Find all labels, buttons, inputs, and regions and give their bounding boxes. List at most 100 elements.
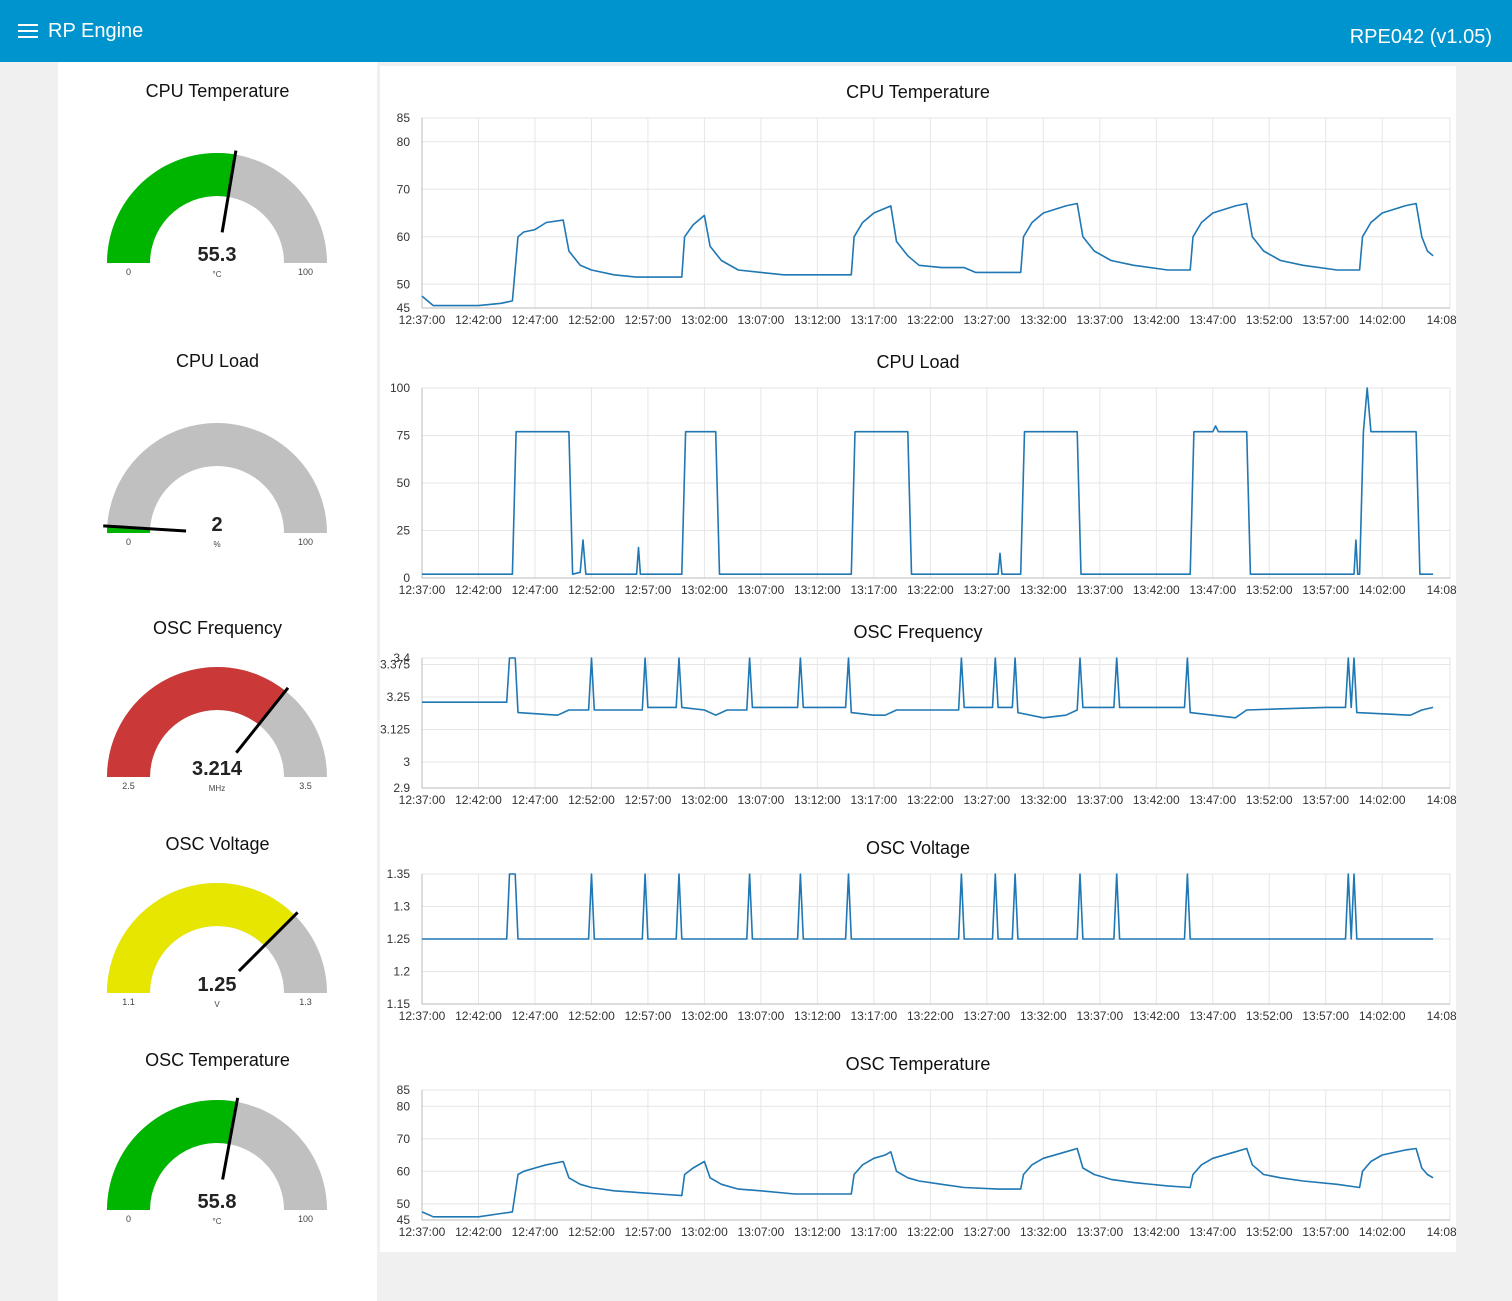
y-tick-label: 50 xyxy=(397,277,411,291)
x-tick-label: 12:37:00 xyxy=(399,793,446,807)
x-tick-label: 14:08:00 xyxy=(1427,793,1456,807)
x-tick-label: 12:52:00 xyxy=(568,583,615,597)
y-tick-label: 60 xyxy=(397,230,411,244)
x-tick-label: 13:42:00 xyxy=(1133,1009,1180,1023)
x-tick-label: 13:02:00 xyxy=(681,583,728,597)
gauge-needle xyxy=(237,911,299,973)
x-tick-label: 13:32:00 xyxy=(1020,583,1067,597)
x-tick-label: 13:27:00 xyxy=(963,583,1010,597)
x-tick-label: 12:47:00 xyxy=(512,1009,559,1023)
x-tick-label: 12:42:00 xyxy=(455,313,502,327)
x-tick-label: 12:42:00 xyxy=(455,1009,502,1023)
x-tick-label: 13:57:00 xyxy=(1302,583,1349,597)
y-tick-label: 25 xyxy=(397,524,411,538)
y-tick-label: 45 xyxy=(397,1213,411,1227)
chart-title-cpu-temperature: CPU Temperature xyxy=(846,82,990,102)
gauge-fill xyxy=(107,153,236,263)
gauge-value: 55.8 xyxy=(198,1191,237,1213)
gauge-title-cpu-temperature: CPU Temperature xyxy=(145,81,290,101)
x-tick-label: 12:57:00 xyxy=(625,793,672,807)
gauge-min-label: 0 xyxy=(126,1214,131,1224)
y-tick-label: 50 xyxy=(397,476,411,490)
gauge-needle xyxy=(103,524,187,533)
x-tick-label: 13:37:00 xyxy=(1076,793,1123,807)
x-tick-label: 13:02:00 xyxy=(681,1225,728,1239)
x-tick-label: 13:32:00 xyxy=(1020,1009,1067,1023)
x-tick-label: 13:22:00 xyxy=(907,313,954,327)
gauge-unit: °C xyxy=(213,270,222,279)
gauge-fill xyxy=(107,1100,237,1210)
x-tick-label: 12:57:00 xyxy=(625,1009,672,1023)
gauge-needle xyxy=(220,150,238,233)
y-tick-label: 1.25 xyxy=(387,932,411,946)
chart-osc-temperature: 12:37:00 12:42:00 12:47:00 12:52:00 12:57:00… xyxy=(397,1083,1456,1239)
y-tick-label: 3.4 xyxy=(393,651,410,665)
x-tick-label: 13:12:00 xyxy=(794,1225,841,1239)
gauge-title-osc-voltage: OSC Voltage xyxy=(165,834,270,854)
y-tick-label: 85 xyxy=(397,1083,411,1097)
x-tick-label: 14:02:00 xyxy=(1359,793,1406,807)
gauge-unit: V xyxy=(214,1000,220,1009)
x-tick-label: 13:27:00 xyxy=(963,1009,1010,1023)
x-tick-label: 13:57:00 xyxy=(1302,1009,1349,1023)
x-tick-label: 13:07:00 xyxy=(738,583,785,597)
y-tick-label: 45 xyxy=(397,301,411,315)
chart-osc-frequency: 12:37:00 12:42:00 12:47:00 12:52:00 12:57:00… xyxy=(380,651,1456,807)
gauge-max-label: 100 xyxy=(298,1214,313,1224)
x-tick-label: 13:47:00 xyxy=(1189,583,1236,597)
gauge-max-label: 3.5 xyxy=(299,781,312,791)
x-tick-label: 14:02:00 xyxy=(1359,1225,1406,1239)
x-tick-label: 13:17:00 xyxy=(851,1225,898,1239)
x-tick-label: 13:07:00 xyxy=(738,1225,785,1239)
gauges-panel: CPU Temperature 55.3 °C 0 100 CPU Load 2% 0 1… xyxy=(58,62,377,1301)
chart-cpu-temperature: 12:37:00 12:42:00 12:47:00 12:52:00 12:57:00… xyxy=(397,111,1456,327)
series-line xyxy=(421,1147,1434,1218)
x-tick-label: 13:22:00 xyxy=(907,583,954,597)
y-tick-label: 0 xyxy=(403,571,410,585)
x-tick-label: 13:12:00 xyxy=(794,1009,841,1023)
y-tick-label: 60 xyxy=(397,1164,411,1178)
x-tick-label: 12:52:00 xyxy=(568,1009,615,1023)
y-tick-label: 50 xyxy=(397,1197,411,1211)
gauge-fill xyxy=(107,667,286,777)
x-tick-label: 14:08:00 xyxy=(1427,1225,1456,1239)
x-tick-label: 12:52:00 xyxy=(568,313,615,327)
x-tick-label: 14:08:00 xyxy=(1427,313,1456,327)
x-tick-label: 13:47:00 xyxy=(1189,313,1236,327)
x-tick-label: 14:02:00 xyxy=(1359,583,1406,597)
x-tick-label: 13:52:00 xyxy=(1246,583,1293,597)
plot-area xyxy=(421,1089,1451,1221)
y-tick-label: 1.15 xyxy=(387,997,411,1011)
x-tick-label: 12:57:00 xyxy=(625,1225,672,1239)
x-tick-label: 12:42:00 xyxy=(455,793,502,807)
x-tick-label: 12:57:00 xyxy=(625,583,672,597)
x-tick-label: 14:02:00 xyxy=(1359,1009,1406,1023)
x-tick-label: 13:07:00 xyxy=(738,793,785,807)
charts-panel: CPU Temperature 12:37:00 12:42:00 12:47:00… xyxy=(380,66,1456,1252)
x-tick-label: 13:22:00 xyxy=(907,1009,954,1023)
device-version: RPE042 (v1.05) xyxy=(1349,26,1492,48)
gauge-min-label: 1.1 xyxy=(122,997,135,1007)
series-line xyxy=(422,387,1434,575)
menu-icon[interactable] xyxy=(18,24,38,40)
x-tick-label: 12:42:00 xyxy=(455,583,502,597)
chart-title-osc-temperature: OSC Temperature xyxy=(845,1054,991,1074)
gauge-max-label: 100 xyxy=(298,267,313,277)
x-tick-label: 13:37:00 xyxy=(1076,1009,1123,1023)
chart-title-osc-voltage: OSC Voltage xyxy=(865,838,971,858)
y-tick-label: 3.125 xyxy=(380,723,410,737)
x-tick-label: 13:27:00 xyxy=(963,793,1010,807)
x-tick-label: 13:12:00 xyxy=(794,793,841,807)
x-tick-label: 13:52:00 xyxy=(1246,1009,1293,1023)
gauge-value: 1.25 xyxy=(198,974,237,996)
x-tick-label: 13:07:00 xyxy=(738,313,785,327)
x-tick-label: 12:47:00 xyxy=(512,793,559,807)
gauge-min-label: 0 xyxy=(126,267,131,277)
x-tick-label: 13:02:00 xyxy=(681,313,728,327)
gauge-cpu-load: 2% 0 100 xyxy=(103,423,327,549)
x-tick-label: 13:27:00 xyxy=(963,313,1010,327)
gauge-min-label: 0 xyxy=(126,537,131,547)
gauge-osc-voltage: 1.25 V 1.1 1.3 xyxy=(107,883,327,1009)
x-tick-label: 13:07:00 xyxy=(738,1009,785,1023)
x-tick-label: 12:42:00 xyxy=(455,1225,502,1239)
